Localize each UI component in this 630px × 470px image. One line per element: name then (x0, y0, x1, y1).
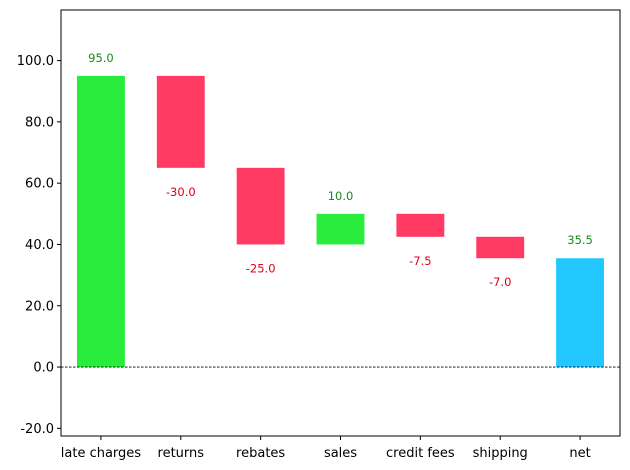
bar-credit-fees (396, 213, 445, 237)
bar-sales (316, 213, 365, 245)
y-tick-label: 0.0 (33, 361, 54, 376)
data-label: -30.0 (166, 185, 196, 199)
x-tick-label: credit fees (386, 446, 455, 461)
x-tick-label: late charges (61, 446, 142, 461)
axes-layer: -20.0 0.0 20.0 40.0 60.0 80.0 100.0 late charge… (17, 9, 621, 461)
data-label: 95.0 (88, 51, 114, 65)
bar-net (556, 258, 605, 368)
y-tick-label: -20.0 (20, 422, 54, 437)
x-tick-label: returns (158, 446, 205, 461)
y-tick-label: 40.0 (25, 238, 54, 253)
x-tick-label: rebates (236, 446, 285, 461)
y-tick-label: 20.0 (25, 299, 54, 314)
y-tick-label: 60.0 (25, 177, 54, 192)
data-label: -25.0 (246, 261, 276, 275)
bar-returns (156, 75, 205, 168)
y-tick-label: 80.0 (25, 115, 54, 130)
data-label: -7.0 (489, 275, 511, 289)
data-label: 10.0 (328, 189, 354, 203)
data-label: -7.5 (409, 254, 431, 268)
bar-late-charges (76, 75, 125, 368)
x-tick-label: sales (324, 446, 357, 461)
data-label: 35.5 (567, 233, 593, 247)
x-tick-label: shipping (473, 446, 528, 461)
bar-shipping (476, 236, 525, 259)
bar-rebates (236, 167, 285, 245)
y-tick-label: 100.0 (17, 54, 54, 69)
data-labels-layer: 95.0 -30.0 -25.0 10.0 -7.5 -7.0 35.5 (88, 51, 593, 289)
x-tick-label: net (569, 446, 590, 461)
bars-layer (76, 75, 605, 368)
